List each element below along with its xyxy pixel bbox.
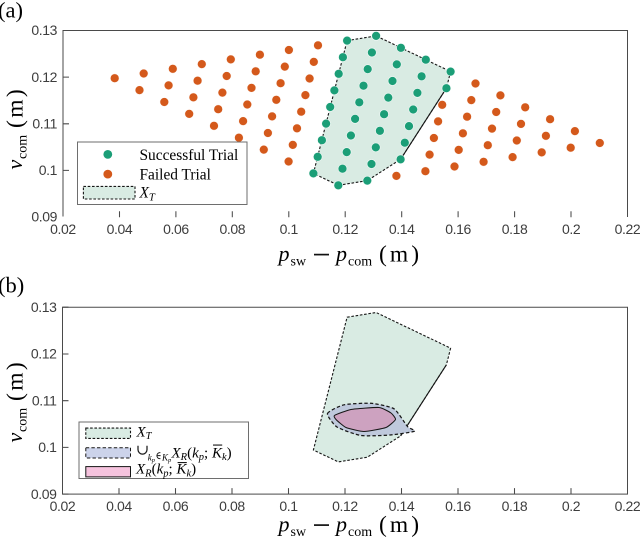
svg-text:Kp: Kp <box>161 452 172 464</box>
svg-text:0.08: 0.08 <box>219 221 245 237</box>
svg-text:0.14: 0.14 <box>389 498 415 514</box>
svg-text:0.12: 0.12 <box>332 498 358 514</box>
svg-text:0.16: 0.16 <box>445 221 471 237</box>
svg-text:0.11: 0.11 <box>32 392 57 408</box>
svg-text:0.1: 0.1 <box>279 498 298 514</box>
svg-text:0.13: 0.13 <box>31 22 57 38</box>
svg-text:0.04: 0.04 <box>106 498 132 514</box>
svg-text:(b): (b) <box>0 273 24 298</box>
svg-text:0.02: 0.02 <box>50 498 76 514</box>
svg-text:0.1: 0.1 <box>38 439 57 455</box>
svg-text:0.11: 0.11 <box>32 116 57 132</box>
svg-text:0.13: 0.13 <box>31 299 57 315</box>
svg-text:0.04: 0.04 <box>107 221 133 237</box>
svg-text:0.06: 0.06 <box>163 221 189 237</box>
svg-text:Failed Trial: Failed Trial <box>140 167 211 184</box>
svg-text:kp: kp <box>148 452 156 464</box>
svg-text:vcom(m): vcom(m) <box>2 360 31 443</box>
svg-text:0.12: 0.12 <box>31 69 57 85</box>
svg-text:0.02: 0.02 <box>50 221 76 237</box>
svg-text:0.18: 0.18 <box>502 498 528 514</box>
svg-text:0.06: 0.06 <box>163 498 189 514</box>
svg-text:Successful Trial: Successful Trial <box>140 147 239 164</box>
svg-text:vcom(m): vcom(m) <box>2 87 31 170</box>
svg-text:0.16: 0.16 <box>445 498 471 514</box>
svg-text:0.1: 0.1 <box>280 221 299 237</box>
svg-text:0.22: 0.22 <box>615 498 640 514</box>
svg-text:0.12: 0.12 <box>332 221 358 237</box>
svg-text:0.1: 0.1 <box>39 162 58 178</box>
svg-text:0.09: 0.09 <box>31 486 57 502</box>
svg-text:0.12: 0.12 <box>31 346 57 362</box>
svg-text:0.2: 0.2 <box>562 221 581 237</box>
svg-text:0.14: 0.14 <box>389 221 415 237</box>
svg-text:0.18: 0.18 <box>502 221 528 237</box>
svg-text:0.09: 0.09 <box>31 209 57 225</box>
svg-text:0.08: 0.08 <box>219 498 245 514</box>
svg-text:(a): (a) <box>0 0 23 22</box>
svg-text:0.22: 0.22 <box>615 221 640 237</box>
svg-text:0.2: 0.2 <box>562 498 581 514</box>
